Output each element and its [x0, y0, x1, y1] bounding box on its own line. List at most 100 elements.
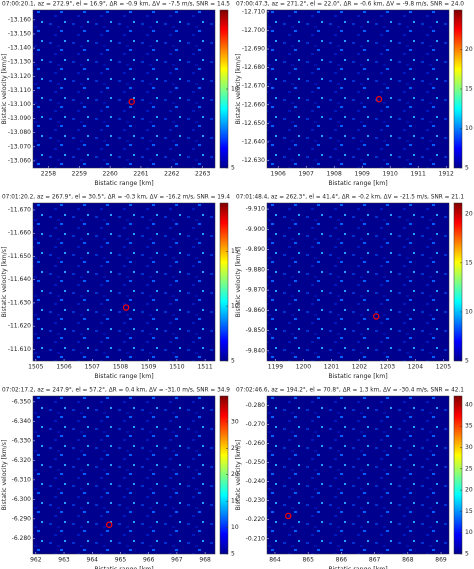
colorbar-tick-label: 10: [231, 524, 239, 531]
y-tick-label: -9.860: [246, 307, 266, 314]
y-tick-label: -0.240: [246, 478, 266, 485]
y-tick-label: -6.300: [12, 496, 32, 503]
plot-frame: [266, 9, 450, 169]
colorbar-tick-label: 30: [231, 418, 239, 425]
x-tick-label: 1507: [85, 364, 100, 371]
target-marker: [375, 96, 383, 103]
x-tick-label: 1508: [113, 364, 128, 371]
colorbar-tick-label: 20: [465, 46, 473, 53]
x-tick-label: 967: [171, 557, 183, 564]
x-tick-label: 866: [336, 557, 348, 564]
x-axis-label: Bistatic range [km]: [94, 180, 153, 187]
y-tick-label: -0.270: [246, 421, 266, 428]
y-tick-label: -9.900: [246, 226, 266, 233]
y-tick-label: -13.160: [8, 16, 31, 23]
x-tick-label: 1510: [169, 364, 184, 371]
heatmap-image: [267, 203, 449, 361]
colorbar-tick-label: 25: [465, 465, 473, 472]
x-tick-label: 1909: [355, 171, 370, 178]
x-tick-label: 864: [269, 557, 281, 564]
y-tick-label: -9.890: [246, 246, 266, 253]
x-axis-label: Bistatic range [km]: [94, 373, 153, 380]
colorbar-tick-label: 5: [465, 551, 469, 558]
x-tick-label: 1908: [327, 171, 342, 178]
heatmap-image: [33, 396, 215, 554]
panel: 07:01:20.2, az = 267.9°, el = 30.5°, ΔR …: [1, 194, 239, 381]
colorbar-tick-label: 15: [231, 248, 239, 255]
y-tick-label: -11.610: [8, 346, 31, 353]
heatmap-image: [267, 10, 449, 168]
x-tick-label: 1907: [299, 171, 314, 178]
y-axis-label: Bistatic velocity [km/s]: [235, 54, 242, 125]
y-tick-label: -6.290: [12, 515, 32, 522]
panel: 07:02:46.6, az = 194.2°, el = 70.8°, ΔR …: [235, 387, 473, 569]
x-tick-label: 2260: [102, 171, 117, 178]
x-tick-label: 1200: [296, 364, 311, 371]
x-tick-label: 1505: [28, 364, 43, 371]
x-tick-label: 2261: [133, 171, 148, 178]
colorbar-tick-label: 5: [465, 165, 469, 172]
colorbar-tick-label: 10: [465, 125, 473, 132]
plot-frame: [32, 9, 216, 169]
colorbar-tick-label: 20: [465, 210, 473, 217]
y-tick-label: -12.650: [242, 120, 265, 127]
y-tick-label: -11.640: [8, 276, 31, 283]
colorbar-tick-label: 15: [465, 86, 473, 93]
y-tick-label: -11.670: [8, 206, 31, 213]
y-tick-label: -0.220: [246, 516, 266, 523]
colorbar-tick-label: 10: [465, 529, 473, 536]
panel: 07:02:17.2, az = 247.9°, el = 57.2°, ΔR …: [1, 387, 239, 569]
x-tick-label: 1203: [380, 364, 395, 371]
y-tick-label: -11.650: [8, 253, 31, 260]
colorbar-tick-label: 15: [465, 259, 473, 266]
y-tick-label: -13.120: [8, 73, 31, 80]
y-tick-label: -12.640: [242, 138, 265, 145]
y-tick-label: -12.690: [242, 46, 265, 53]
y-axis-label: Bistatic velocity [km/s]: [1, 247, 8, 318]
y-tick-label: -0.250: [246, 459, 266, 466]
x-tick-label: 963: [58, 557, 70, 564]
panel: 07:01:48.4, az = 262.3°, el = 41.4°, ΔR …: [235, 194, 473, 381]
plot-frame: [32, 202, 216, 362]
y-tick-label: -13.130: [8, 59, 31, 66]
y-tick-label: -13.110: [8, 87, 31, 94]
panel-title: 07:01:48.4, az = 262.3°, el = 41.4°, ΔR …: [236, 194, 464, 201]
x-tick-label: 1911: [411, 171, 426, 178]
x-tick-label: 1205: [436, 364, 451, 371]
target-marker: [128, 98, 135, 105]
x-tick-label: 1204: [408, 364, 423, 371]
y-tick-label: -13.080: [8, 129, 31, 136]
x-axis-label: Bistatic range [km]: [328, 566, 387, 569]
x-tick-label: 1201: [324, 364, 339, 371]
y-tick-label: -0.280: [246, 402, 266, 409]
colorbar-tick-label: 10: [231, 303, 239, 310]
y-tick-label: -12.680: [242, 64, 265, 71]
y-tick-label: -11.630: [8, 299, 31, 306]
colorbar-tick-label: 20: [465, 487, 473, 494]
panel-title: 07:00:20.1, az = 272.9°, el = 16.9°, ΔR …: [2, 1, 230, 8]
x-tick-label: 1202: [352, 364, 367, 371]
heatmap-image: [267, 396, 449, 554]
x-tick-label: 1506: [56, 364, 71, 371]
colorbar-tick-label: 35: [465, 423, 473, 430]
y-tick-label: -6.350: [12, 398, 32, 405]
y-tick-label: -9.880: [246, 266, 266, 273]
colorbar-tick-label: 40: [465, 401, 473, 408]
plot-frame: [32, 395, 216, 555]
panel: 07:00:20.1, az = 272.9°, el = 16.9°, ΔR …: [1, 1, 239, 188]
y-tick-label: -13.060: [8, 157, 31, 164]
y-tick-label: -6.340: [12, 418, 32, 425]
x-tick-label: 966: [143, 557, 155, 564]
colorbar-tick-label: 10: [231, 86, 239, 93]
plot-frame: [266, 395, 450, 555]
target-marker: [122, 304, 130, 311]
y-tick-label: -6.280: [12, 535, 32, 542]
x-tick-label: 2263: [195, 171, 210, 178]
x-axis-label: Bistatic range [km]: [94, 566, 153, 569]
x-tick-label: 1912: [439, 171, 454, 178]
panel-title: 07:02:46.6, az = 194.2°, el = 70.8°, ΔR …: [236, 387, 464, 394]
y-tick-label: -0.210: [246, 535, 266, 542]
y-tick-label: -0.260: [246, 440, 266, 447]
colorbar: [453, 202, 463, 362]
